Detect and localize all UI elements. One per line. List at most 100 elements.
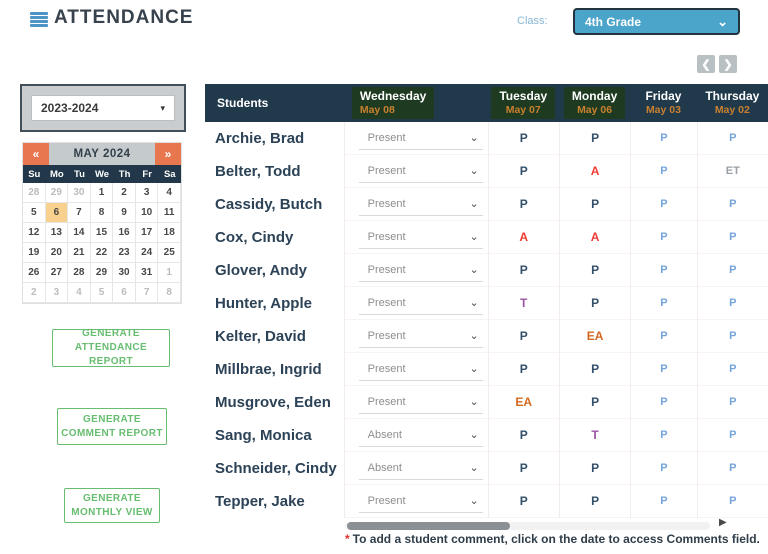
generate-attendance-report-button[interactable]: GENERATE ATTENDANCE REPORT <box>52 328 170 367</box>
calendar-date-cell[interactable]: 30 <box>68 183 91 203</box>
attendance-cell-wed[interactable]: Absent ⌄ <box>343 419 488 452</box>
calendar-date-cell[interactable]: 7 <box>135 283 159 303</box>
calendar-date-cell[interactable]: 30 <box>113 263 136 283</box>
generate-monthly-view-button[interactable]: GENERATE MONTHLY VIEW <box>64 488 160 523</box>
attendance-status-dropdown[interactable]: Present ⌄ <box>358 291 483 315</box>
calendar-date-cell[interactable]: 2 <box>23 283 46 303</box>
column-day-label: Friday <box>645 88 682 103</box>
attendance-value: P <box>660 462 668 474</box>
calendar-date-cell[interactable]: 26 <box>23 263 46 283</box>
attendance-cell-wed[interactable]: Present ⌄ <box>343 386 488 419</box>
attendance-cell-mon: P <box>558 452 631 485</box>
next-week-button[interactable]: ❯ <box>719 55 737 73</box>
calendar-date-cell[interactable]: 31 <box>135 263 159 283</box>
attendance-cell-wed[interactable]: Absent ⌄ <box>343 452 488 485</box>
calendar-date-cell[interactable]: 3 <box>45 283 69 303</box>
column-date-label: May 02 <box>714 103 750 116</box>
calendar-date-cell[interactable]: 29 <box>90 263 114 283</box>
calendar-date-cell[interactable]: 20 <box>45 243 69 263</box>
attendance-status-dropdown[interactable]: Present ⌄ <box>358 159 483 183</box>
calendar-date-cell[interactable]: 8 <box>158 283 181 303</box>
calendar-date-cell[interactable]: 1 <box>90 183 114 203</box>
calendar-date-cell[interactable]: 29 <box>45 183 69 203</box>
attendance-status-dropdown[interactable]: Present ⌄ <box>358 489 483 513</box>
attendance-cell-wed[interactable]: Present ⌄ <box>343 320 488 353</box>
calendar-date-cell[interactable]: 7 <box>68 203 91 223</box>
calendar-date-cell[interactable]: 14 <box>68 223 91 243</box>
calendar-date-cell[interactable]: 3 <box>135 183 159 203</box>
attendance-cell-wed[interactable]: Present ⌄ <box>343 188 488 221</box>
calendar-date-cell[interactable]: 17 <box>135 223 159 243</box>
calendar-date-cell[interactable]: 10 <box>135 203 159 223</box>
calendar-date-cell[interactable]: 18 <box>158 223 181 243</box>
calendar-date-cell[interactable]: 6 <box>113 283 136 303</box>
calendar-date-cell[interactable]: 9 <box>113 203 136 223</box>
attendance-status-dropdown[interactable]: Present ⌄ <box>358 357 483 381</box>
calendar-date-cell[interactable]: 2 <box>113 183 136 203</box>
attendance-status-dropdown[interactable]: Present ⌄ <box>358 324 483 348</box>
calendar-date-cell[interactable]: 11 <box>158 203 181 223</box>
scrollbar-thumb[interactable] <box>347 522 510 530</box>
attendance-status-dropdown[interactable]: Present ⌄ <box>358 258 483 282</box>
attendance-status-dropdown[interactable]: Present ⌄ <box>358 225 483 249</box>
button-label-line: COMMENT REPORT <box>61 427 163 439</box>
class-dropdown[interactable]: 4th Grade ⌄ <box>573 8 740 35</box>
scroll-right-icon[interactable]: ▶ <box>719 517 727 528</box>
attendance-value: A <box>590 230 600 244</box>
attendance-cell-wed[interactable]: Present ⌄ <box>343 254 488 287</box>
calendar-date-cell[interactable]: 12 <box>23 223 46 243</box>
attendance-value: P <box>591 197 600 211</box>
attendance-status-dropdown[interactable]: Absent ⌄ <box>358 456 483 480</box>
attendance-cell-wed[interactable]: Present ⌄ <box>343 485 488 518</box>
chevron-down-icon: ⌄ <box>469 494 479 507</box>
attendance-status-dropdown[interactable]: Absent ⌄ <box>358 423 483 447</box>
calendar-date-cell[interactable]: 6 <box>45 203 69 223</box>
calendar-date-cell[interactable]: 27 <box>45 263 69 283</box>
calendar-date-cell[interactable]: 5 <box>90 283 114 303</box>
calendar-date-cell[interactable]: 22 <box>90 243 114 263</box>
attendance-value: P <box>660 363 668 375</box>
school-year-dropdown[interactable]: 2023-2024 ▾ <box>31 95 175 121</box>
date-column-header-mon[interactable]: Monday May 06 <box>559 84 630 122</box>
calendar-date-cell[interactable]: 5 <box>23 203 46 223</box>
calendar-date-cell[interactable]: 4 <box>68 283 91 303</box>
calendar-date-cell[interactable]: 1 <box>158 263 181 283</box>
menu-icon[interactable] <box>30 12 48 27</box>
generate-comment-report-button[interactable]: GENERATE COMMENT REPORT <box>57 408 167 445</box>
date-column-header-tue[interactable]: Tuesday May 07 <box>488 84 559 122</box>
date-column-header-wed[interactable]: Wednesday May 08 <box>344 84 488 122</box>
student-name: Hunter, Apple <box>215 295 312 312</box>
attendance-cell-wed[interactable]: Present ⌄ <box>343 155 488 188</box>
attendance-status-dropdown[interactable]: Present ⌄ <box>358 390 483 414</box>
attendance-cell-wed[interactable]: Present ⌄ <box>343 287 488 320</box>
calendar-date-cell[interactable]: 4 <box>158 183 181 203</box>
calendar-date-cell[interactable]: 8 <box>90 203 114 223</box>
calendar-date-cell[interactable]: 23 <box>113 243 136 263</box>
attendance-cell-wed[interactable]: Present ⌄ <box>343 221 488 254</box>
attendance-cell-wed[interactable]: Present ⌄ <box>343 353 488 386</box>
calendar-date-cell[interactable]: 13 <box>45 223 69 243</box>
date-column-header-thu[interactable]: Thursday May 02 <box>697 84 768 122</box>
calendar-date-cell[interactable]: 16 <box>113 223 136 243</box>
calendar-date-cell[interactable]: 28 <box>68 263 91 283</box>
attendance-cell-mon: A <box>558 221 631 254</box>
calendar-prev-button[interactable]: « <box>23 143 49 165</box>
calendar-date-cell[interactable]: 28 <box>23 183 46 203</box>
calendar-date-cell[interactable]: 25 <box>158 243 181 263</box>
attendance-cell-fri: P <box>630 485 697 518</box>
dropdown-value: Present <box>367 362 406 375</box>
calendar-date-cell[interactable]: 15 <box>90 223 114 243</box>
attendance-value: P <box>519 263 528 277</box>
attendance-status-dropdown[interactable]: Present ⌄ <box>358 126 483 150</box>
calendar-next-button[interactable]: » <box>155 143 181 165</box>
table-row: Sang, Monica Absent ⌄ P T P P <box>205 419 768 452</box>
calendar-date-cell[interactable]: 19 <box>23 243 46 263</box>
prev-week-button[interactable]: ❮ <box>697 55 715 73</box>
button-label-line: GENERATE <box>82 413 142 425</box>
attendance-cell-wed[interactable]: Present ⌄ <box>343 122 488 155</box>
horizontal-scrollbar[interactable] <box>345 522 710 530</box>
calendar-date-cell[interactable]: 21 <box>68 243 91 263</box>
calendar-date-cell[interactable]: 24 <box>135 243 159 263</box>
date-column-header-fri[interactable]: Friday May 03 <box>630 84 696 122</box>
attendance-status-dropdown[interactable]: Present ⌄ <box>358 192 483 216</box>
